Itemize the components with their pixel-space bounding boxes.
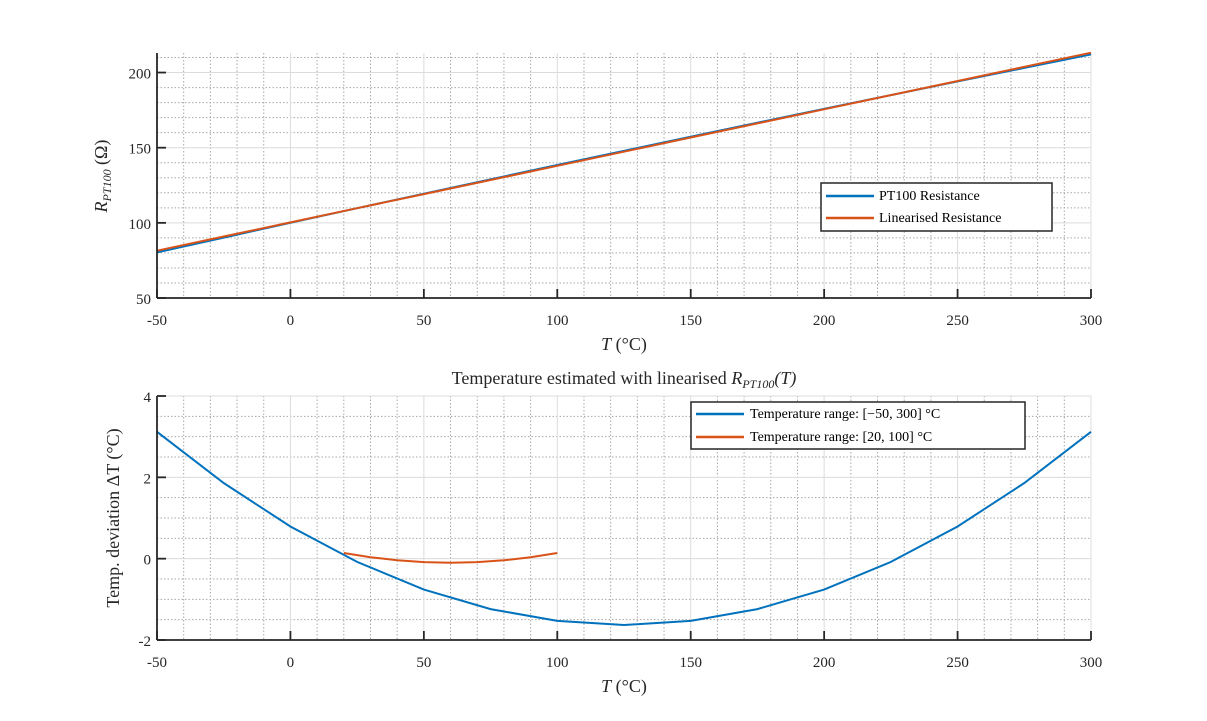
y-tick-label: 100 — [129, 217, 152, 233]
x-tick-label: -50 — [147, 655, 167, 671]
top-y-axis-label: RPT100 (Ω) — [91, 140, 114, 214]
y-tick-label: 200 — [129, 67, 152, 83]
bottom-chart-title: Temperature estimated with linearised RP… — [452, 368, 797, 391]
y-tick-label: 4 — [144, 390, 152, 406]
y-tick-label: 50 — [136, 292, 151, 308]
x-tick-label: 100 — [546, 313, 569, 329]
y-tick-label: 2 — [144, 471, 152, 487]
top-legend: PT100 Resistance Linearised Resistance — [820, 182, 1053, 232]
series-line-blue — [156, 431, 1092, 627]
x-tick-label: 0 — [287, 313, 295, 329]
y-tick-label: 0 — [144, 553, 152, 569]
x-tick-label: -50 — [147, 313, 167, 329]
x-tick-label: 50 — [416, 655, 431, 671]
legend-label-pt100: PT100 Resistance — [879, 189, 980, 204]
x-tick-label: 50 — [416, 313, 431, 329]
x-tick-label: 300 — [1080, 655, 1103, 671]
bottom-x-axis-label: T (°C) — [601, 676, 647, 697]
bottom-y-axis-label: Temp. deviation ΔT (°C) — [103, 428, 124, 607]
series-line-orange — [156, 51, 1092, 252]
x-tick-label: 200 — [813, 313, 836, 329]
y-tick-label: -2 — [139, 634, 152, 650]
legend-label-linearised: Linearised Resistance — [879, 211, 1001, 226]
x-tick-label: 150 — [679, 313, 702, 329]
x-tick-label: 300 — [1080, 313, 1103, 329]
top-x-axis-label: T (°C) — [601, 334, 647, 355]
legend-label-full-range: Temperature range: [−50, 300] °C — [750, 407, 940, 422]
x-tick-label: 0 — [287, 655, 295, 671]
y-tick-label: 150 — [129, 142, 152, 158]
x-tick-label: 250 — [946, 655, 969, 671]
x-tick-label: 150 — [679, 655, 702, 671]
series-line-orange — [343, 552, 558, 564]
x-tick-label: 100 — [546, 655, 569, 671]
legend-label-narrow-range: Temperature range: [20, 100] °C — [750, 430, 932, 445]
bottom-legend: Temperature range: [−50, 300] °C Tempera… — [690, 401, 1026, 450]
x-tick-label: 200 — [813, 655, 836, 671]
x-tick-label: 250 — [946, 313, 969, 329]
